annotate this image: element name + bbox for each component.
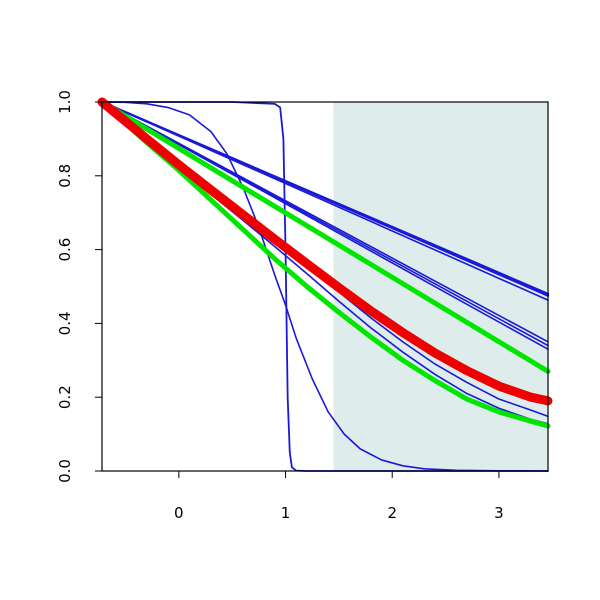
series-line-11-green	[99, 99, 551, 374]
y-tick-label: 0.0	[56, 459, 74, 483]
y-tick-label: 1.0	[56, 90, 74, 114]
series-line-6-blue	[101, 101, 549, 351]
series-line-12-green	[99, 99, 551, 429]
y-tick-label: 0.4	[56, 311, 74, 335]
series-line-3-blue	[101, 101, 549, 301]
x-tick-label: 1	[281, 504, 291, 522]
y-tick-label: 0.6	[56, 238, 74, 262]
series-line-13-red	[97, 97, 553, 406]
y-tick-label: 0.2	[56, 385, 74, 409]
x-tick-label: 0	[174, 504, 184, 522]
series-line-9-blue	[101, 101, 549, 472]
x-tick-label: 3	[494, 504, 504, 522]
y-tick-label: 0.8	[56, 164, 74, 188]
x-tick-label: 2	[387, 504, 397, 522]
